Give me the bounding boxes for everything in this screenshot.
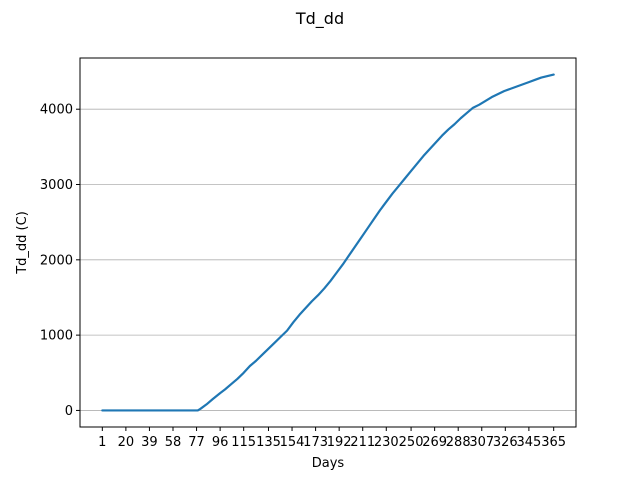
x-axis-label: Days [312,456,345,471]
x-tick-label: 288 [446,435,471,450]
series-layer [101,73,555,412]
y-tick-label: 1000 [40,329,73,344]
x-tick-label: 250 [399,435,424,450]
series-line [101,73,555,412]
y-axis-label: Td_dd (C) [15,211,30,275]
x-tick-label: 345 [516,435,541,450]
y-tick-label: 2000 [40,253,73,268]
x-tick-label: 77 [188,435,205,450]
x-tick-label: 39 [141,435,158,450]
x-tick-label: 365 [541,435,566,450]
x-tick-label: 211 [350,435,375,450]
x-tick-label: 326 [493,435,518,450]
grid-lines [80,108,576,411]
y-tick-label: 3000 [40,178,73,193]
x-tick-label: 1 [98,435,106,450]
x-tick-label: 20 [118,435,135,450]
y-axis: 0 1000 2000 3000 4000 [40,103,80,419]
x-tick-label: 115 [231,435,256,450]
y-tick-label: 0 [65,404,73,419]
x-tick-label: 96 [212,435,229,450]
x-tick-label: 269 [422,435,447,450]
chart-title: Td_dd [295,9,344,29]
x-tick-label: 135 [256,435,281,450]
x-tick-label: 173 [303,435,328,450]
x-tick-label: 192 [327,435,352,450]
plot-frame [79,57,577,428]
x-tick-label: 230 [374,435,399,450]
x-tick-label: 307 [469,435,494,450]
y-tick-label: 4000 [40,103,73,118]
x-tick-label: 154 [280,435,305,450]
x-tick-label: 58 [165,435,182,450]
